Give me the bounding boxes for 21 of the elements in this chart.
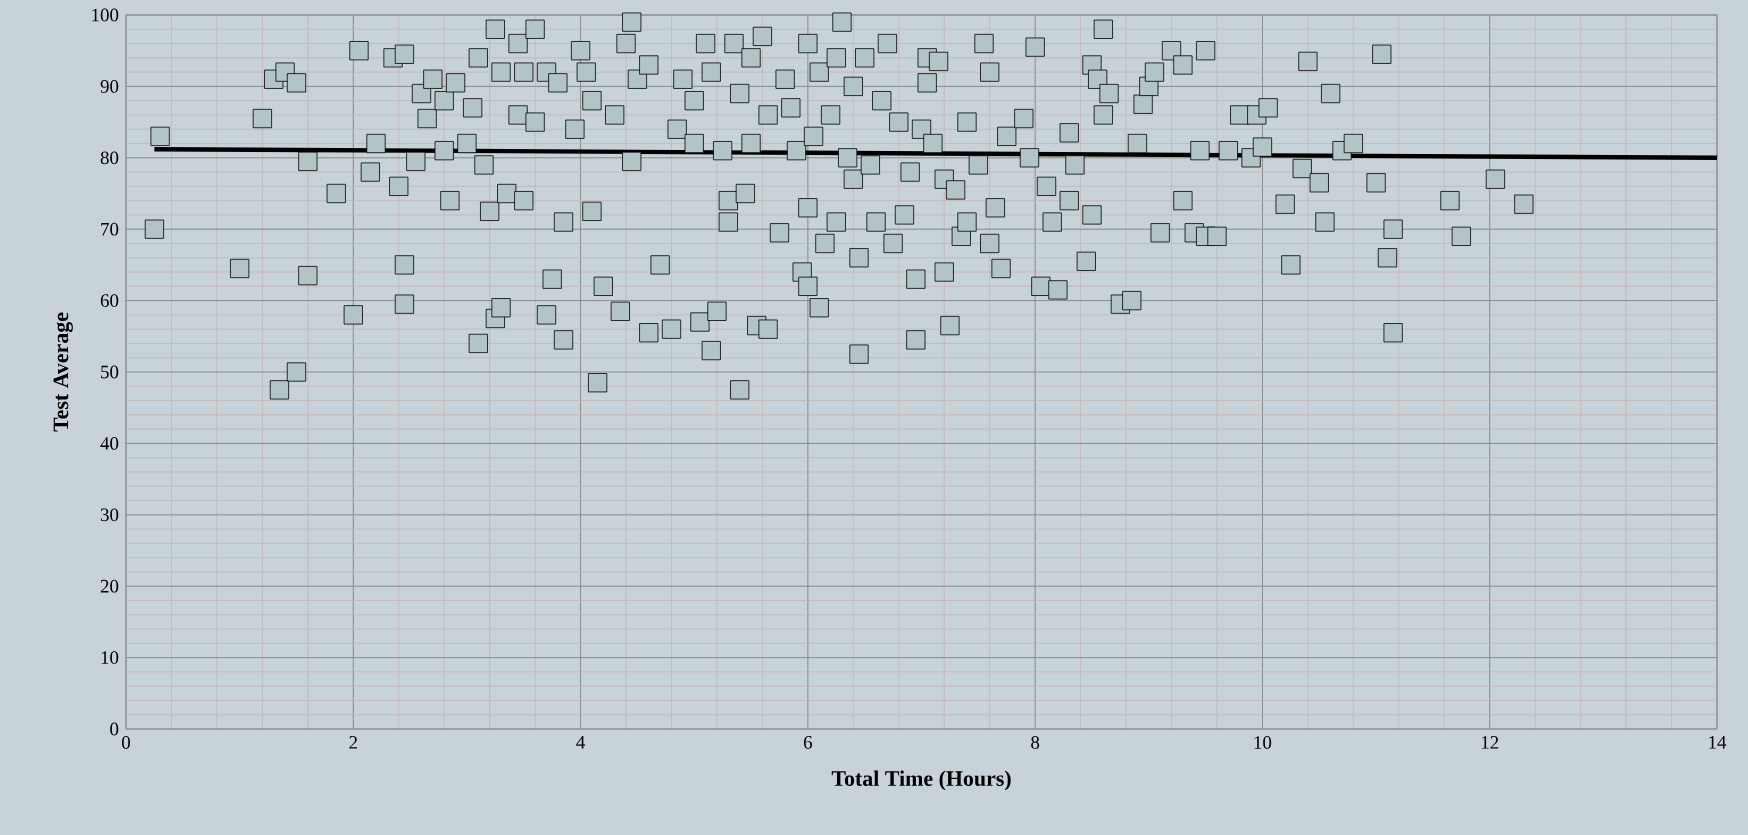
x-tick-label: 14 bbox=[1709, 736, 1727, 749]
x-tick-label: 8 bbox=[1031, 736, 1040, 749]
y-tick-label: 20 bbox=[100, 579, 119, 593]
y-tick-label: 100 bbox=[92, 8, 119, 22]
y-axis-title: Test Average bbox=[53, 312, 73, 432]
y-tick-label: 10 bbox=[101, 651, 119, 664]
y-tick-label: 60 bbox=[100, 294, 119, 307]
x-axis-title: Total Time (Hours) bbox=[831, 770, 1011, 791]
y-tick-label: 40 bbox=[100, 437, 119, 450]
x-tick-label: 0 bbox=[121, 736, 131, 749]
y-tick-label: 70 bbox=[101, 222, 119, 236]
x-tick-label: 2 bbox=[349, 736, 357, 749]
x-tick-label: 6 bbox=[803, 736, 813, 749]
x-tick-label: 10 bbox=[1254, 736, 1272, 749]
y-tick-label: 80 bbox=[100, 151, 119, 165]
y-tick-label: 0 bbox=[110, 722, 119, 736]
y-tick-label: 30 bbox=[100, 508, 119, 522]
y-tick-label: 50 bbox=[101, 365, 119, 379]
x-tick-label: 12 bbox=[1481, 736, 1499, 749]
y-tick-label: 90 bbox=[100, 80, 119, 93]
x-tick-label: 4 bbox=[576, 736, 586, 749]
